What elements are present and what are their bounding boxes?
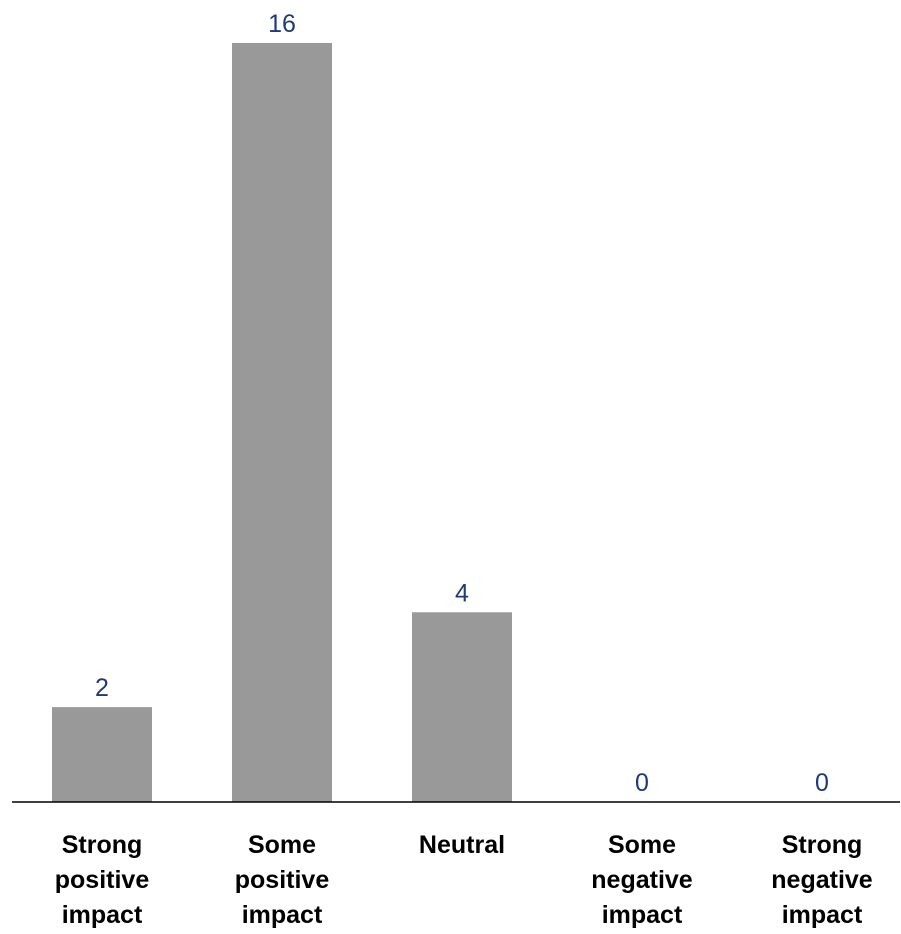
- category-label-4: Strong negative impact: [771, 831, 873, 929]
- category-label-line: Strong: [782, 831, 863, 859]
- category-labels-group: Strong positive impact Some positive impact Ne…: [55, 831, 873, 929]
- bar-0: [52, 707, 152, 802]
- category-label-line: positive: [235, 866, 330, 894]
- category-label-line: Neutral: [419, 831, 505, 859]
- category-label-line: impact: [602, 901, 683, 929]
- category-label-line: Strong: [62, 831, 143, 859]
- category-label-line: impact: [242, 901, 323, 929]
- bar-1: [232, 43, 332, 802]
- category-label-0: Strong positive impact: [55, 831, 150, 929]
- value-label-0: 2: [95, 674, 109, 702]
- value-label-3: 0: [635, 769, 649, 797]
- category-label-line: impact: [782, 901, 863, 929]
- category-label-2: Neutral: [419, 831, 505, 859]
- category-label-line: Some: [608, 831, 676, 859]
- value-labels-group: 2 16 4 0 0: [95, 10, 829, 797]
- value-label-4: 0: [815, 769, 829, 797]
- category-label-1: Some positive impact: [235, 831, 330, 929]
- category-label-line: impact: [62, 901, 143, 929]
- category-label-3: Some negative impact: [591, 831, 693, 929]
- bars-group: [52, 43, 512, 802]
- category-label-line: Some: [248, 831, 316, 859]
- category-label-line: positive: [55, 866, 150, 894]
- category-label-line: negative: [591, 866, 693, 894]
- bar-2: [412, 612, 512, 802]
- category-label-line: negative: [771, 866, 873, 894]
- value-label-2: 4: [455, 579, 469, 607]
- value-label-1: 16: [268, 10, 296, 38]
